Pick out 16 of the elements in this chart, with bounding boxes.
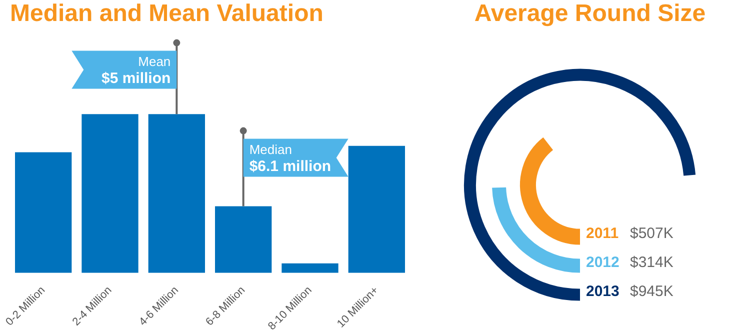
bar (348, 146, 405, 273)
bar (82, 114, 138, 273)
annotation: Mean $5 million (101, 54, 171, 87)
category-label: 2012 (586, 254, 620, 271)
category-label: 2013 (586, 282, 620, 300)
bar (215, 206, 272, 273)
data-label: $507K (630, 224, 674, 242)
text: Average Round Size (474, 0, 706, 28)
annotation: Median $6.1 million (249, 142, 332, 175)
bar (282, 263, 338, 273)
bar (148, 114, 205, 273)
data-label: $314K (630, 254, 674, 271)
chart-title: Median and Mean Valuation (10, 0, 324, 28)
category-label: 2011 (586, 224, 619, 242)
bar (15, 152, 72, 273)
data-label: $945K (630, 282, 674, 300)
